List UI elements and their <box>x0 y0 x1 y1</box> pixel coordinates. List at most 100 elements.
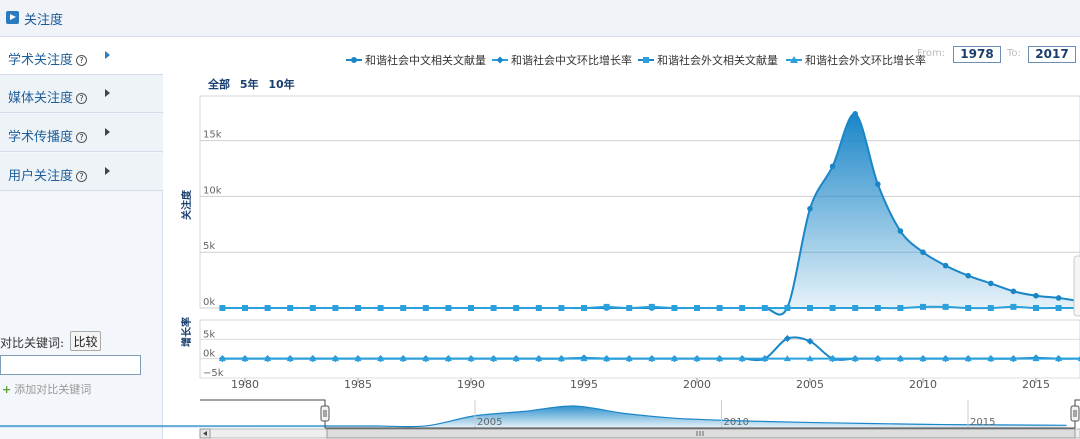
header-bar: 关注度 <box>0 0 1080 37</box>
data-point <box>422 355 430 362</box>
data-point <box>1009 355 1017 362</box>
data-point <box>1055 305 1062 311</box>
compare-button[interactable]: 比较 <box>70 331 101 351</box>
data-point <box>218 355 226 362</box>
data-point <box>286 355 294 362</box>
data-point <box>1077 357 1080 362</box>
range-5y-button[interactable]: 5年 <box>239 78 259 91</box>
data-point <box>468 305 474 311</box>
legend-marker <box>496 56 504 64</box>
legend-marker <box>643 57 649 63</box>
range-selector: 全部 5年 10年 <box>208 76 301 92</box>
data-point <box>355 305 361 311</box>
data-point <box>875 181 881 187</box>
sidebar-item-academic-attention[interactable]: 学术关注度? <box>0 37 163 75</box>
data-point <box>490 305 497 311</box>
sidebar-item-label: 学术关注度 <box>8 53 74 68</box>
data-point <box>422 305 429 311</box>
data-point <box>242 305 248 311</box>
x-tick-label: 2015 <box>1022 378 1050 391</box>
chevron-right-icon <box>105 167 110 175</box>
y-tick-label: 5k <box>203 241 215 252</box>
sidebar: 学术关注度? 媒体关注度? 学术传播度? 用户关注度? 对比关键词: 比较 + 添… <box>0 37 163 439</box>
help-icon[interactable]: ? <box>76 93 88 104</box>
chevron-right-icon <box>105 89 110 97</box>
data-point <box>332 305 339 311</box>
data-point <box>739 305 746 311</box>
sidebar-item-media-attention[interactable]: 媒体关注度? <box>0 75 163 113</box>
data-point <box>964 355 972 362</box>
side-panel-tab <box>1073 255 1080 317</box>
chevron-right-icon <box>105 51 110 59</box>
data-point <box>874 305 881 311</box>
add-keyword-link[interactable]: + 添加对比关键词 <box>2 381 91 397</box>
y-axis-label-attention: 关注度 <box>180 189 193 220</box>
y-tick-label: −5k <box>203 368 224 379</box>
data-point <box>693 355 701 362</box>
data-point <box>942 262 949 269</box>
data-point <box>783 335 791 343</box>
data-point <box>942 355 950 362</box>
compare-keyword-input[interactable] <box>0 355 141 375</box>
data-point <box>490 355 498 362</box>
x-tick-label: 1985 <box>344 378 372 391</box>
scrollbar-thumb <box>326 428 1076 439</box>
data-point <box>806 337 814 345</box>
y-tick-label: 10k <box>203 185 222 196</box>
x-tick-label: 2010 <box>909 378 937 391</box>
data-point <box>1055 355 1063 362</box>
help-icon[interactable]: ? <box>76 55 88 66</box>
chevron-left-icon <box>203 431 207 436</box>
data-point <box>965 272 971 279</box>
data-point <box>354 355 362 362</box>
play-icon <box>6 11 19 24</box>
data-point <box>1055 295 1062 301</box>
data-point <box>581 305 587 311</box>
data-point <box>1010 288 1017 295</box>
data-point <box>444 355 452 362</box>
data-point <box>896 355 904 362</box>
data-point <box>920 303 926 310</box>
data-point <box>761 305 768 311</box>
plus-icon: + <box>2 383 12 396</box>
data-point <box>626 305 633 311</box>
sidebar-item-label: 学术传播度 <box>8 130 74 145</box>
range-10y-button[interactable]: 10年 <box>268 78 295 91</box>
help-icon[interactable]: ? <box>76 132 88 143</box>
data-point <box>1010 303 1017 310</box>
data-point <box>287 305 294 311</box>
data-point <box>1033 305 1039 311</box>
data-point <box>694 305 700 311</box>
legend-marker <box>351 57 357 63</box>
navigator-series-line <box>0 405 1067 428</box>
to-date-input[interactable]: 2017 <box>1028 46 1076 63</box>
y-tick-label: 0k <box>203 349 215 360</box>
navigator-handle <box>1070 405 1080 422</box>
data-point <box>761 355 769 362</box>
x-tick-label: 2000 <box>683 378 711 391</box>
legend-entry: 和谐社会中文环比增长率 <box>511 53 632 67</box>
data-point <box>1032 355 1040 362</box>
data-point <box>738 355 746 362</box>
data-point <box>219 305 226 311</box>
data-point <box>784 305 791 311</box>
y-tick-label: 5k <box>203 329 215 340</box>
data-point <box>648 303 655 310</box>
data-point <box>965 305 972 311</box>
data-point <box>807 305 813 311</box>
data-point <box>919 355 927 362</box>
navigator-tick-label: 2010 <box>724 417 749 428</box>
data-point <box>829 305 836 311</box>
page-title: 关注度 <box>24 13 64 28</box>
from-date-input[interactable]: 1978 <box>953 46 1001 63</box>
sidebar-item-user-attention[interactable]: 用户关注度? <box>0 153 163 191</box>
data-point <box>988 280 994 287</box>
series-area <box>222 113 1080 315</box>
data-point <box>625 355 633 362</box>
range-all-button[interactable]: 全部 <box>208 78 230 91</box>
data-point <box>670 355 678 362</box>
sidebar-item-academic-spread[interactable]: 学术传播度? <box>0 114 163 152</box>
help-icon[interactable]: ? <box>76 171 88 182</box>
legend-entry: 和谐社会中文相关文献量 <box>365 53 486 67</box>
data-point <box>852 111 858 117</box>
